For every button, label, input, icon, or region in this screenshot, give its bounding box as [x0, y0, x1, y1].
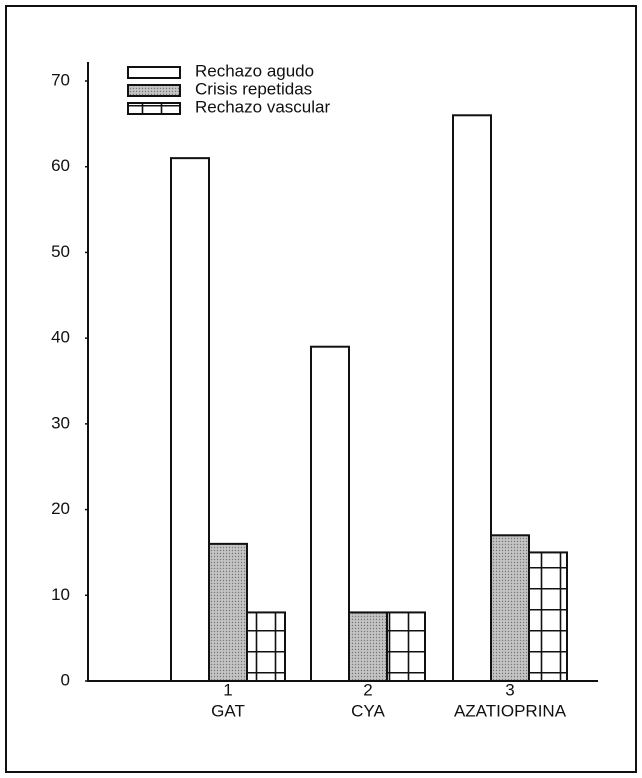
y-tick-label: 30	[51, 413, 70, 432]
y-tick-label: 40	[51, 328, 70, 347]
bar	[452, 114, 492, 683]
bar	[310, 345, 350, 682]
bar	[208, 542, 248, 682]
x-tick-number: 1	[223, 680, 232, 699]
legend-label: Rechazo vascular	[195, 97, 330, 116]
y-tick-label: 60	[51, 156, 70, 175]
x-tick-number: 3	[505, 680, 514, 699]
y-tick-label: 70	[51, 70, 70, 89]
x-tick-label: GAT	[211, 701, 245, 720]
legend-label: Crisis repetidas	[195, 79, 312, 98]
x-tick-number: 2	[363, 680, 372, 699]
legend-swatch	[127, 66, 181, 79]
frame	[5, 5, 637, 773]
bar	[246, 611, 286, 683]
bar	[490, 534, 530, 682]
y-tick-label: 50	[51, 242, 70, 261]
legend-swatch	[127, 102, 181, 115]
x-tick-label: CYA	[351, 701, 385, 720]
y-tick-label: 20	[51, 499, 70, 518]
bar	[348, 611, 388, 683]
bar	[528, 551, 568, 683]
legend-swatch	[127, 84, 181, 97]
bar	[386, 611, 426, 683]
legend-label: Rechazo agudo	[195, 61, 314, 80]
x-tick-label: AZATIOPRINA	[454, 701, 567, 720]
y-tick-label: 0	[61, 670, 70, 689]
y-tick-label: 10	[51, 585, 70, 604]
bar	[170, 157, 210, 682]
